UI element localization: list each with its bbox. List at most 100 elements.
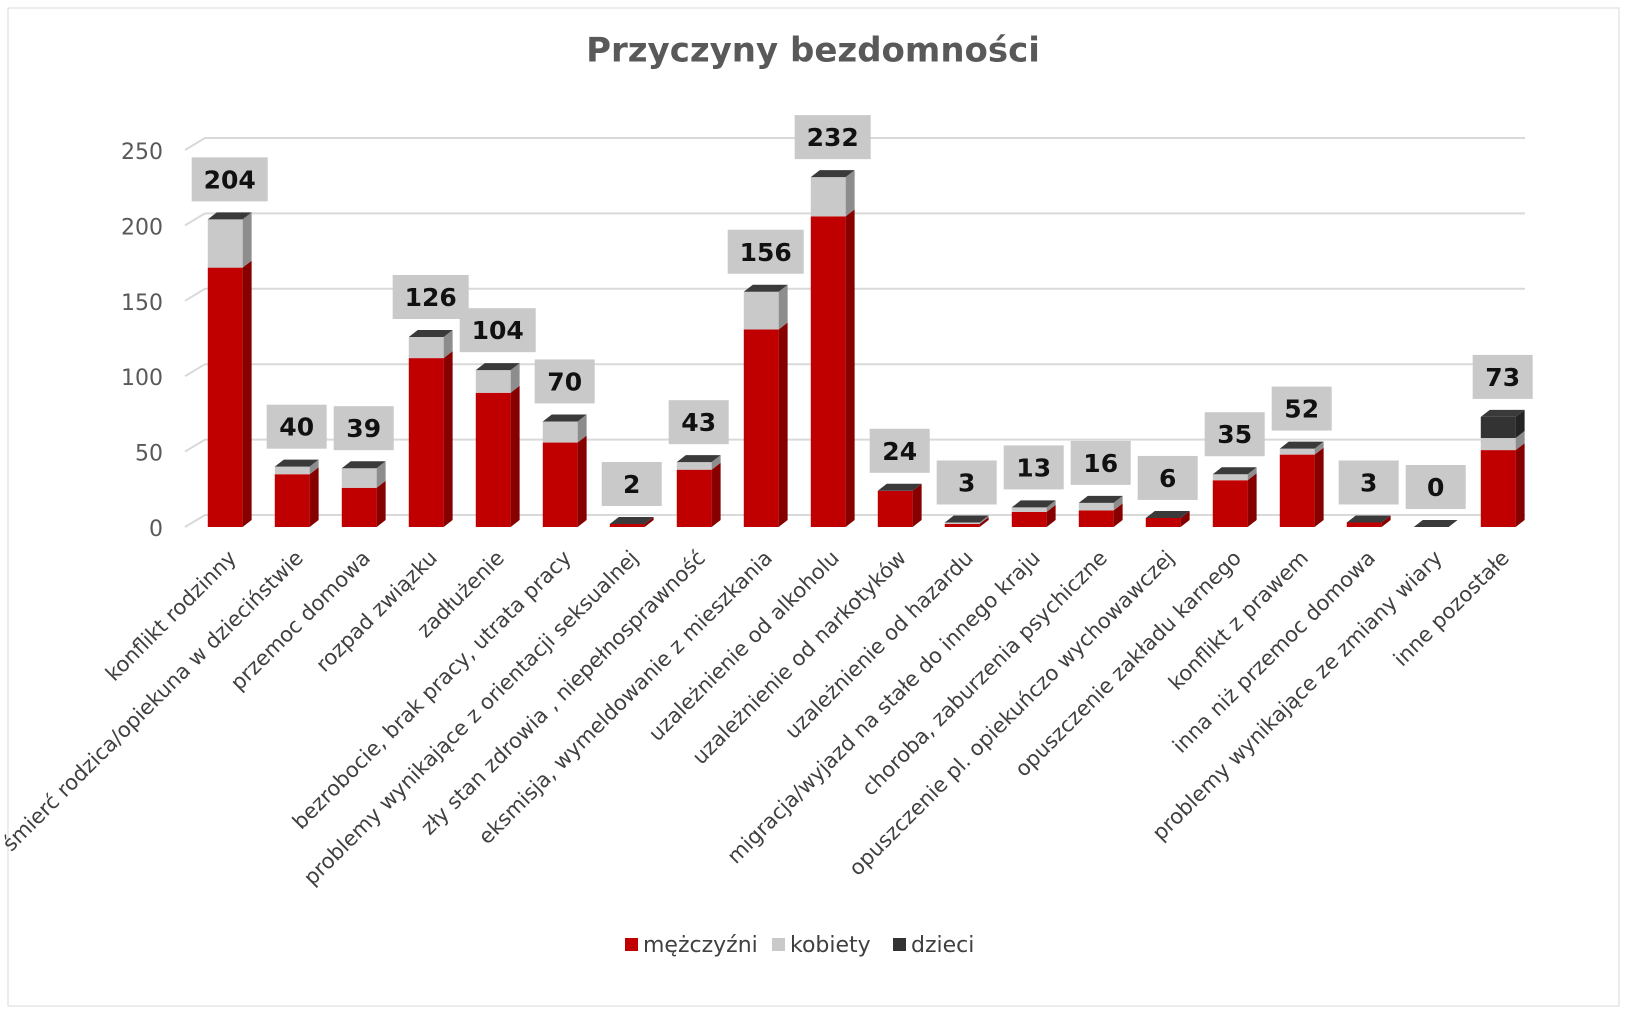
bar-top [1145, 510, 1190, 518]
bar-top [810, 170, 855, 178]
data-label: 6 [1159, 464, 1176, 493]
bar-segment [1212, 474, 1248, 481]
bar-segment [1078, 510, 1114, 527]
legend-label: mężczyźni [643, 933, 758, 958]
bar-segment [1480, 450, 1516, 527]
grid-line [184, 438, 1525, 453]
bar-side [376, 480, 386, 527]
bar-side [1046, 504, 1056, 527]
data-label-box [794, 115, 871, 160]
data-label-box [1338, 460, 1399, 505]
data-label: 104 [472, 316, 524, 345]
data-label: 2 [623, 470, 640, 499]
data-label: 39 [346, 414, 381, 443]
data-label: 70 [547, 367, 582, 396]
bar-top [1279, 441, 1324, 449]
bar-side [979, 516, 989, 527]
data-label-box [459, 308, 536, 353]
bar-top [1346, 515, 1391, 523]
data-label: 35 [1217, 420, 1252, 449]
bar-side [845, 209, 855, 528]
data-label: 16 [1083, 449, 1118, 478]
bar-side [1046, 500, 1056, 512]
grid-line [184, 363, 1525, 378]
data-label-box [1472, 354, 1533, 399]
bar-segment [1480, 438, 1516, 451]
data-label-box [1204, 412, 1265, 457]
legend-label: dzieci [911, 933, 974, 958]
data-label: 13 [1016, 453, 1051, 482]
bar-segment [1279, 454, 1315, 527]
data-label-box [1003, 445, 1064, 490]
bar-side [1381, 515, 1391, 527]
data-label-box [1137, 455, 1198, 500]
bar-segment [408, 358, 444, 527]
bar-segment [1480, 416, 1516, 439]
data-label: 204 [204, 165, 256, 194]
bar-segment [274, 474, 310, 527]
bar-segment [676, 462, 712, 470]
bar-side [1180, 510, 1190, 527]
y-tick-label: 0 [149, 517, 163, 542]
data-label: 73 [1485, 363, 1520, 392]
bar-segment [475, 370, 511, 393]
bar-side [510, 363, 520, 393]
data-label: 3 [1360, 468, 1377, 497]
bar-segment [944, 522, 980, 524]
bar-segment [1078, 502, 1114, 511]
y-tick-label: 250 [121, 140, 163, 165]
bar-segment [810, 177, 846, 217]
data-label-box [1070, 440, 1131, 485]
bar-top [1212, 467, 1257, 475]
bar-top [676, 455, 721, 463]
bar-segment [743, 329, 779, 527]
bar-segment [877, 490, 913, 527]
bar-segment [542, 421, 578, 443]
grid-line [184, 137, 1525, 151]
bar-side [1515, 409, 1525, 439]
bar-side [644, 516, 654, 527]
bar-side [242, 260, 252, 527]
bar-segment [274, 466, 310, 475]
bar-top [542, 414, 587, 422]
bar-side [1113, 503, 1123, 527]
data-label: 126 [405, 283, 457, 312]
data-label: 3 [958, 468, 975, 497]
bar-segment [1279, 448, 1315, 455]
bar-side [778, 322, 788, 527]
bar-side [1515, 443, 1525, 527]
bar-segment [1212, 480, 1248, 527]
bar-side [1314, 441, 1324, 455]
bar-segment [1145, 517, 1181, 527]
bar-segment [475, 392, 511, 527]
data-label: 156 [740, 238, 792, 267]
data-label-box [1271, 386, 1332, 431]
bar-side [577, 435, 587, 527]
legend-swatch [772, 938, 785, 951]
y-tick-label: 100 [121, 366, 163, 391]
data-label-box [727, 229, 804, 274]
bar-side [376, 461, 386, 488]
bar-segment [609, 523, 645, 527]
bar-segment [1346, 522, 1382, 527]
bar-segment [1011, 511, 1047, 527]
bar-top [609, 516, 654, 524]
bar-side [1247, 473, 1257, 527]
y-tick-label: 50 [135, 442, 163, 467]
data-label: 232 [807, 123, 859, 152]
bar-segment [341, 487, 377, 527]
legend-swatch [893, 938, 906, 951]
bar-side [443, 351, 453, 527]
bar-side [577, 414, 587, 443]
bar-segment [810, 216, 846, 528]
legend-swatch [625, 938, 638, 951]
bar-side [979, 515, 989, 524]
bar-side [711, 455, 721, 470]
y-tick-label: 150 [121, 291, 163, 316]
bar-segment [944, 523, 980, 527]
data-label-box [392, 274, 469, 319]
bar-segment [341, 468, 377, 488]
bar-top [877, 483, 922, 491]
bar-segment [1011, 507, 1047, 512]
data-label-box [1405, 465, 1466, 509]
